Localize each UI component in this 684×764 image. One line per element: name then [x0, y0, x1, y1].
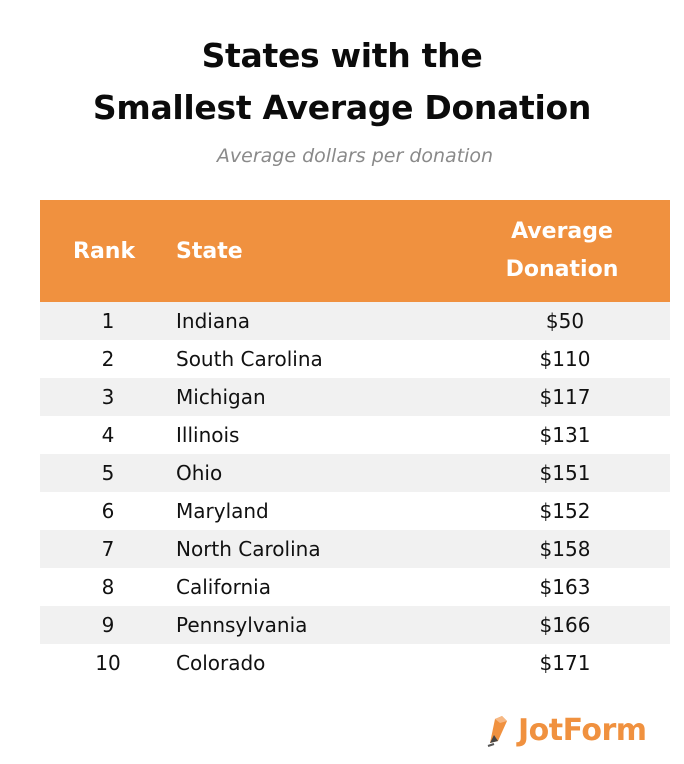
header-rank: Rank [73, 238, 136, 264]
cell-rank: 7 [101, 537, 115, 561]
header-donation-line-1: Average [511, 219, 613, 244]
cell-state: Pennsylvania [176, 613, 308, 637]
page-title: States with the Smallest Average Donatio… [0, 30, 684, 134]
cell-state: Michigan [176, 385, 266, 409]
cell-average-donation: $151 [539, 461, 591, 485]
cell-state: North Carolina [176, 537, 321, 561]
pencil-icon [487, 716, 507, 747]
header-state: State [176, 238, 243, 264]
cell-rank: 6 [101, 499, 115, 523]
table-row: 5 Ohio $151 [40, 454, 670, 492]
cell-state: Indiana [176, 309, 251, 333]
header-average-donation: Average Donation [470, 200, 654, 302]
cell-rank: 1 [101, 309, 115, 333]
cell-average-donation: $166 [539, 613, 591, 637]
table-row: 4 Illinois $131 [40, 416, 670, 454]
title-line-2: Smallest Average Donation [92, 88, 592, 127]
cell-rank: 3 [101, 385, 115, 409]
table-row: 8 California $163 [40, 568, 670, 606]
cell-state: South Carolina [176, 347, 323, 371]
cell-average-donation: $152 [539, 499, 591, 523]
table-header: Rank State Average Donation [40, 200, 670, 302]
cell-average-donation: $131 [539, 423, 591, 447]
cell-rank: 9 [101, 613, 115, 637]
cell-average-donation: $117 [539, 385, 591, 409]
donation-table: Rank State Average Donation 1 Indiana $50 2… [40, 200, 670, 682]
table-row: 3 Michigan $117 [40, 378, 670, 416]
cell-average-donation: $50 [545, 309, 585, 333]
table-row: 2 South Carolina $110 [40, 340, 670, 378]
cell-rank: 10 [95, 651, 121, 675]
table-row: 6 Maryland $152 [40, 492, 670, 530]
cell-average-donation: $171 [539, 651, 591, 675]
cell-state: California [176, 575, 271, 599]
table-row: 9 Pennsylvania $166 [40, 606, 670, 644]
brand-name: JotForm [518, 712, 647, 748]
cell-rank: 2 [101, 347, 115, 371]
cell-rank: 8 [101, 575, 115, 599]
cell-rank: 4 [101, 423, 115, 447]
table-body: 1 Indiana $50 2 South Carolina $110 3 Michigan $… [40, 302, 670, 682]
title-line-1: States with the [201, 36, 483, 75]
header-donation-line-2: Donation [505, 257, 619, 282]
cell-average-donation: $110 [539, 347, 591, 371]
cell-state: Colorado [176, 651, 266, 675]
cell-average-donation: $163 [539, 575, 591, 599]
jotform-logo: JotForm [486, 708, 647, 752]
cell-state: Ohio [176, 461, 223, 485]
cell-state: Illinois [176, 423, 240, 447]
table-row: 7 North Carolina $158 [40, 530, 670, 568]
cell-rank: 5 [101, 461, 115, 485]
cell-average-donation: $158 [539, 537, 591, 561]
cell-state: Maryland [176, 499, 269, 523]
table-row: 1 Indiana $50 [40, 302, 670, 340]
page-subtitle: Average dollars per donation [216, 145, 494, 167]
table-row: 10 Colorado $171 [40, 644, 670, 682]
